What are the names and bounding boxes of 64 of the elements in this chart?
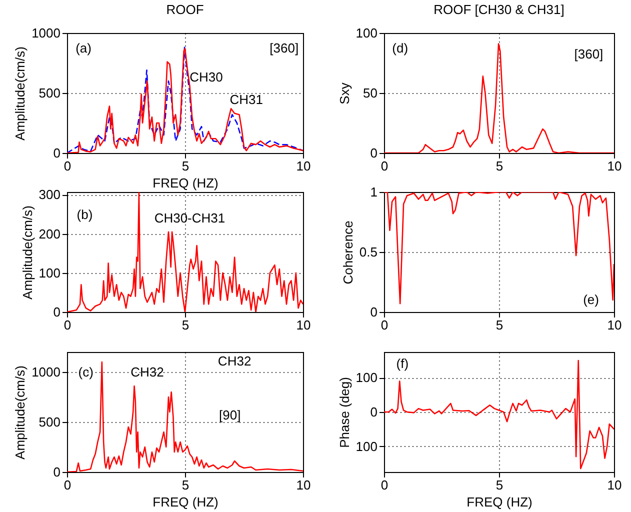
x-tick-label: 5 (496, 478, 504, 492)
y-tick-label: 100 (356, 370, 378, 386)
line-series (384, 43, 614, 153)
y-tick-label: 0 (53, 304, 60, 320)
y-tick-label: 0.5 (359, 244, 378, 260)
chart-title: ROOF [CH30 & CH31] (434, 2, 564, 17)
annotation: [90] (218, 408, 241, 423)
y-tick-label: 1000 (32, 364, 60, 380)
y-tick-label: 0 (370, 404, 378, 420)
annotation: CH31 (230, 92, 263, 108)
y-axis-title: Phase (deg) (336, 377, 352, 448)
y-tick-label: 100 (356, 26, 378, 40)
y-tick-label: 0 (53, 146, 60, 160)
x-tick-label: 10 (607, 478, 622, 492)
x-tick-label: 5 (182, 318, 190, 332)
y-tick-label: 0 (53, 464, 60, 480)
y-tick-label: 500 (38, 86, 60, 100)
x-tick-label: 5 (182, 478, 190, 492)
x-axis-title: FREQ (HZ) (152, 494, 218, 510)
annotation: (d) (392, 40, 408, 56)
y-tick-label: 0 (370, 304, 378, 320)
chart-title: ROOF (166, 2, 204, 17)
x-axis-title: FREQ (HZ) (152, 176, 218, 190)
x-tick-label: 10 (607, 318, 622, 332)
annotation: (f) (396, 356, 409, 371)
y-axis-title: Amplitude(cm/s) (12, 46, 28, 140)
y-tick-label: 0 (370, 146, 378, 160)
x-tick-label: 0 (380, 158, 388, 174)
y-tick-label: 500 (38, 414, 60, 430)
annotation: (e) (583, 292, 599, 307)
annotation: [360] (574, 46, 604, 62)
y-tick-label: 300 (38, 187, 60, 202)
x-tick-label: 0 (64, 478, 72, 492)
x-axis-title: FREQ (HZ) (466, 494, 532, 510)
y-tick-label: 50 (363, 86, 378, 100)
x-tick-label: 10 (296, 158, 311, 174)
y-tick-label: 1 (370, 184, 378, 200)
y-tick-label: 200 (38, 226, 60, 242)
y-tick-label: 100 (356, 438, 378, 454)
annotation: [360] (270, 40, 299, 56)
y-axis-title: Amplitude(cm/s) (12, 366, 28, 460)
annotation: CH32 (130, 364, 164, 380)
x-tick-label: 0 (380, 318, 388, 332)
x-tick-label: 0 (64, 318, 72, 332)
x-tick-label: 0 (380, 478, 388, 492)
y-tick-label: 1000 (32, 26, 60, 40)
x-tick-label: 5 (496, 158, 504, 174)
x-tick-label: 5 (496, 318, 504, 332)
line-series (384, 360, 614, 470)
y-axis-title: Sxy (336, 82, 352, 104)
y-axis-title: Amplitude(cm/s) (20, 206, 35, 300)
annotation: (c) (78, 364, 94, 380)
x-tick-label: 10 (296, 478, 311, 492)
x-tick-label: 10 (607, 158, 622, 174)
x-tick-label: 10 (296, 318, 311, 332)
annotation: CH30-CH31 (154, 210, 226, 226)
annotation: CH30 (190, 69, 223, 84)
x-tick-label: 0 (64, 158, 72, 174)
y-axis-title: Coherence (340, 220, 356, 284)
annotation: CH32 (218, 354, 252, 369)
annotation: (b) (76, 206, 93, 222)
annotation: (a) (76, 40, 92, 56)
y-tick-label: 100 (38, 265, 60, 280)
x-tick-label: 5 (182, 158, 190, 174)
